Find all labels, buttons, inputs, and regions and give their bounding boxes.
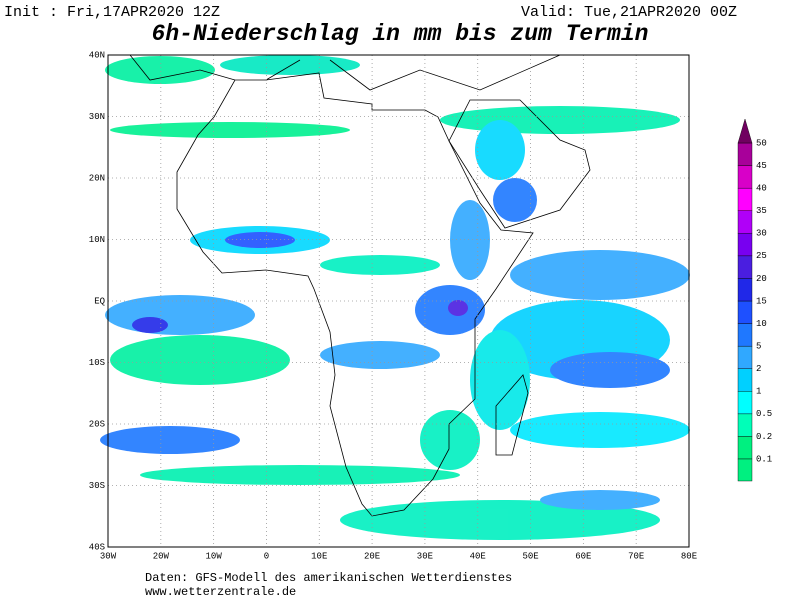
lat-label: 20N <box>89 173 105 183</box>
lon-label: 50E <box>522 551 538 561</box>
legend-label: 2 <box>756 364 761 374</box>
legend-swatch <box>737 255 753 279</box>
lon-label: 30E <box>417 551 433 561</box>
legend-top-triangle <box>737 118 753 144</box>
legend-swatch <box>737 300 753 324</box>
lon-label: 0 <box>264 551 269 561</box>
legend-swatch <box>737 391 753 415</box>
madagascar <box>495 374 529 456</box>
legend-swatch <box>737 233 753 257</box>
lon-label: 40E <box>470 551 486 561</box>
legend-label: 35 <box>756 206 767 216</box>
europe <box>129 54 561 91</box>
map-area <box>100 54 690 548</box>
legend-label: 0.2 <box>756 432 772 442</box>
legend-label: 20 <box>756 274 767 284</box>
legend-swatch <box>737 165 753 189</box>
legend-label: 40 <box>756 184 767 194</box>
data-source: Daten: GFS-Modell des amerikanischen Wet… <box>145 571 512 585</box>
lat-label: 40N <box>89 50 105 60</box>
legend-label: 45 <box>756 161 767 171</box>
lat-label: 40S <box>89 542 105 552</box>
lat-label: 30S <box>89 481 105 491</box>
lat-label: 20S <box>89 419 105 429</box>
lat-label: 10S <box>89 358 105 368</box>
legend-swatch <box>737 436 753 460</box>
legend-label: 1 <box>756 387 761 397</box>
legend-swatch <box>737 458 753 482</box>
africa-coastline <box>176 72 534 517</box>
lat-label: EQ <box>94 296 105 306</box>
legend-label: 30 <box>756 229 767 239</box>
legend-swatch <box>737 210 753 234</box>
lon-label: 10E <box>311 551 327 561</box>
website: www.wetterzentrale.de <box>145 585 296 599</box>
lat-label: 10N <box>89 235 105 245</box>
legend-swatch <box>737 278 753 302</box>
legend-swatch <box>737 323 753 347</box>
lon-label: 80E <box>681 551 697 561</box>
map-title: 6h-Niederschlag in mm bis zum Termin <box>152 21 649 47</box>
arabia <box>448 99 591 229</box>
legend-swatch <box>737 345 753 369</box>
legend-swatch <box>737 187 753 211</box>
lat-label: 30N <box>89 112 105 122</box>
lon-label: 70E <box>628 551 644 561</box>
precipitation <box>100 55 690 540</box>
legend-label: 10 <box>756 319 767 329</box>
grid <box>108 55 689 547</box>
valid-time: Valid: Tue,21APR2020 00Z <box>521 4 737 21</box>
lon-label: 30W <box>100 551 117 561</box>
lon-label: 60E <box>575 551 591 561</box>
init-time: Init : Fri,17APR2020 12Z <box>4 4 220 21</box>
legend-swatch <box>737 142 753 166</box>
legend-label: 5 <box>756 342 761 352</box>
legend-swatch <box>737 413 753 437</box>
legend-label: 50 <box>756 138 767 148</box>
map-frame <box>107 54 690 548</box>
legend-label: 25 <box>756 251 767 261</box>
legend-label: 15 <box>756 296 767 306</box>
lon-label: 10W <box>206 551 223 561</box>
lon-label: 20W <box>153 551 170 561</box>
lon-label: 20E <box>364 551 380 561</box>
legend-swatch <box>737 368 753 392</box>
legend-label: 0.1 <box>756 454 772 464</box>
legend-label: 0.5 <box>756 409 772 419</box>
